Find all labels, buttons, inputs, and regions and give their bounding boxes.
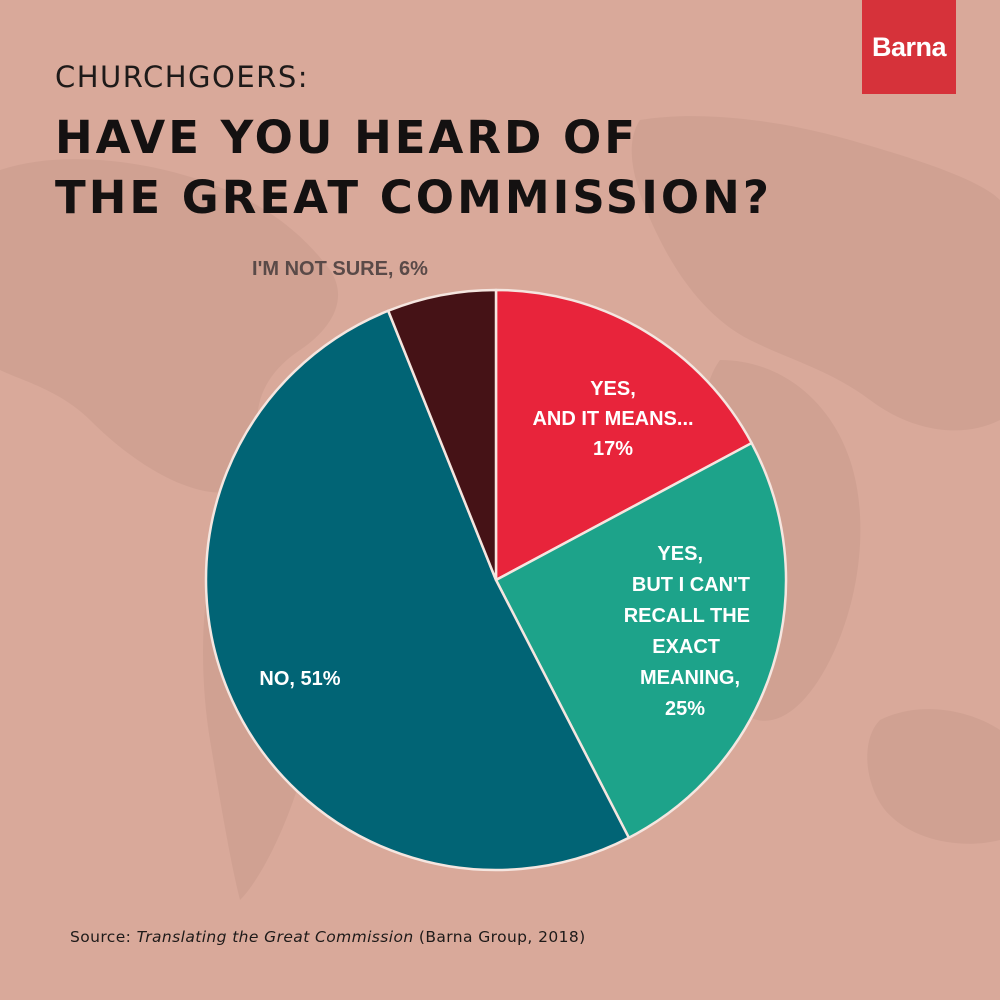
pie-label-line: 25% (665, 698, 705, 720)
chart-title-line-2: THE GREAT COMMISSION? (55, 171, 772, 224)
chart-title: HAVE YOU HEARD OF THE GREAT COMMISSION? (55, 108, 855, 228)
source-prefix: Source: (70, 928, 137, 946)
pie-label-yes-means: YES, AND IT MEANS... 17% (532, 378, 693, 460)
pie-slice-not-sure (386, 288, 498, 582)
pie-slice-no (204, 309, 631, 872)
pie-slices (204, 288, 788, 872)
chart-subtitle: CHURCHGOERS: (55, 60, 309, 94)
pie-label-line: YES, (657, 543, 703, 565)
pie-label-line: EXACT (652, 636, 720, 658)
pie-label-not-sure: I'M NOT SURE, 6% (252, 258, 428, 280)
pie-label-line: I'M NOT SURE, 6% (252, 258, 428, 280)
source-note: Source: Translating the Great Commission… (70, 928, 586, 946)
pie-labels: YES, AND IT MEANS... 17% YES, BUT I CAN'T REC… (252, 258, 750, 720)
pie-slice-yes-means (494, 288, 753, 582)
source-title: Translating the Great Commission (136, 928, 414, 946)
pie-slice-yes-cant-recall (494, 441, 788, 840)
pie-label-no: NO, 51% (259, 668, 340, 690)
pie-label-line: 17% (593, 438, 633, 460)
pie-label-line: AND IT MEANS... (532, 408, 693, 430)
pie-label-yes-cant-recall: YES, BUT I CAN'T RECALL THE EXACT MEANING, 25… (624, 543, 750, 720)
chart-title-line-1: HAVE YOU HEARD OF (55, 111, 639, 164)
pie-label-line: BUT I CAN'T (632, 574, 750, 596)
source-suffix: (Barna Group, 2018) (413, 928, 586, 946)
pie-label-line: MEANING, (640, 667, 740, 689)
pie-label-line: YES, (590, 378, 636, 400)
pie-label-line: NO, 51% (259, 668, 340, 690)
pie-label-line: RECALL THE (624, 605, 750, 627)
barna-logo: Barna (862, 0, 956, 94)
